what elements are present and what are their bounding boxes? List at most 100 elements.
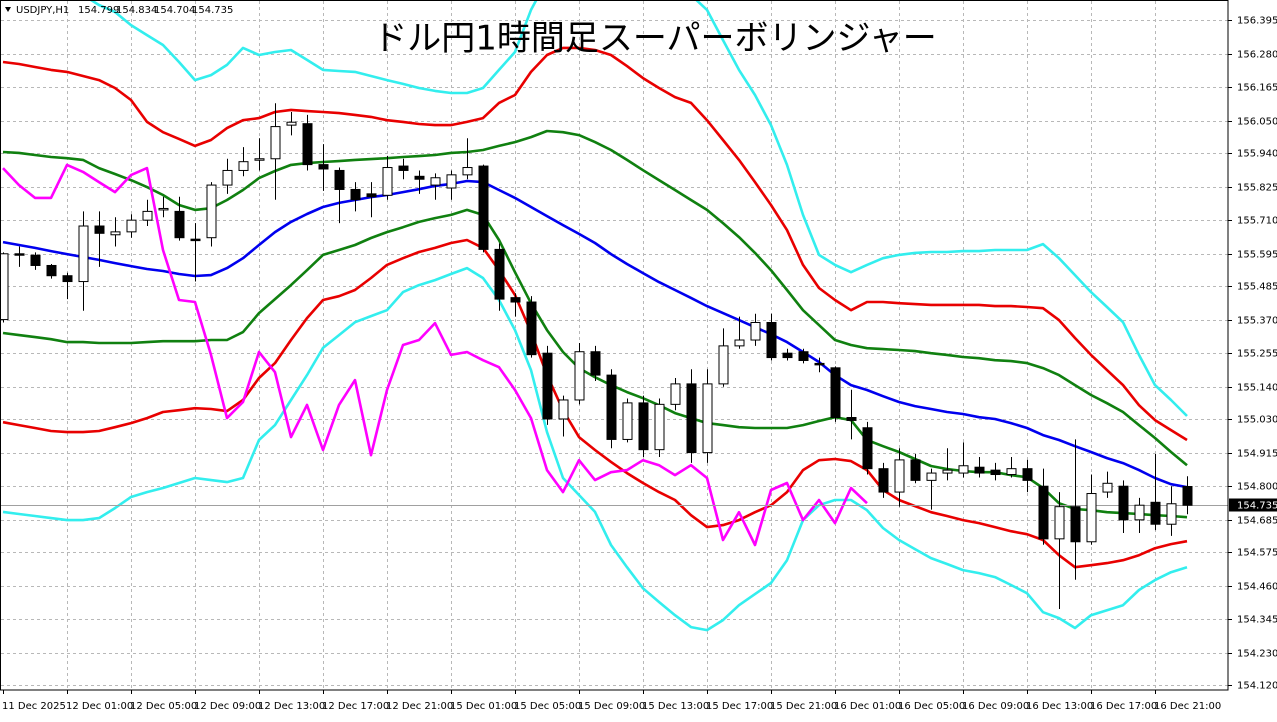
candle-body xyxy=(62,275,73,283)
candle-body xyxy=(46,264,57,277)
x-tick-label: 12 Dec 17:00 xyxy=(322,701,389,712)
candle-body xyxy=(526,301,537,356)
candle-body xyxy=(110,231,121,236)
candle-body xyxy=(286,121,297,126)
candle-body xyxy=(1038,485,1049,540)
candle-body xyxy=(862,427,873,470)
candle-body xyxy=(382,167,393,196)
x-tick-label: 15 Dec 05:00 xyxy=(514,701,581,712)
candle-body xyxy=(1150,501,1161,525)
x-tick-label: 15 Dec 17:00 xyxy=(706,701,773,712)
candle-body xyxy=(14,253,25,256)
x-tick-label: 12 Dec 05:00 xyxy=(130,701,197,712)
candle-body xyxy=(158,207,169,211)
x-tick-label: 12 Dec 09:00 xyxy=(194,701,261,712)
candle-body xyxy=(302,123,313,166)
candle-body xyxy=(462,167,473,176)
candle-body xyxy=(94,225,105,234)
candle-body xyxy=(334,169,345,190)
candle-body xyxy=(974,466,985,474)
indicator-line xyxy=(90,1,1188,417)
x-tick-label: 16 Dec 01:00 xyxy=(834,701,901,712)
x-tick-label: 16 Dec 17:00 xyxy=(1090,701,1157,712)
indicator-line xyxy=(2,238,1188,569)
candle-body xyxy=(414,175,425,180)
y-tick-label: 156.395 xyxy=(1237,16,1277,27)
y-tick-label: 154.230 xyxy=(1237,649,1277,660)
candle-body xyxy=(606,374,617,440)
candle-body xyxy=(718,345,729,385)
candle-body xyxy=(654,403,665,451)
candle-body xyxy=(990,469,1001,476)
symbol-icon xyxy=(5,7,11,12)
y-tick-label: 155.370 xyxy=(1237,316,1277,327)
candle-body xyxy=(366,193,377,198)
x-tick-label: 16 Dec 13:00 xyxy=(1026,701,1093,712)
candle-body xyxy=(446,174,457,189)
candle-body xyxy=(670,383,681,405)
candle-body xyxy=(142,210,153,221)
candle-body xyxy=(78,225,89,283)
y-tick-label: 155.140 xyxy=(1237,383,1277,394)
candle-body xyxy=(1118,485,1129,521)
x-tick-label: 12 Dec 21:00 xyxy=(386,701,453,712)
candle-body xyxy=(830,367,841,419)
candle-body xyxy=(126,219,137,233)
candle-body xyxy=(702,383,713,454)
candle-body xyxy=(814,362,825,366)
candle-body xyxy=(1182,486,1193,506)
candle-body xyxy=(590,351,601,376)
candle-body xyxy=(750,321,761,341)
candle-body xyxy=(206,184,217,239)
y-tick-label: 156.050 xyxy=(1237,117,1277,128)
candle-body xyxy=(574,351,585,401)
indicator-line xyxy=(2,129,1188,467)
candle-body xyxy=(398,165,409,171)
candle-body xyxy=(622,402,633,440)
y-tick-label: 154.120 xyxy=(1237,681,1277,692)
y-tick-label: 154.915 xyxy=(1237,449,1277,460)
candle-body xyxy=(1022,468,1033,481)
symbol: USDJPY,H1 xyxy=(16,5,69,16)
candle-body xyxy=(798,351,809,361)
price-label: 154.735 xyxy=(1237,501,1277,512)
candle-body xyxy=(942,469,953,474)
candle-body xyxy=(1166,503,1177,525)
candle-body xyxy=(734,339,745,347)
candle-body xyxy=(1,253,9,321)
candle-body xyxy=(238,161,249,171)
candle-body xyxy=(1102,482,1113,493)
x-tick-label: 16 Dec 05:00 xyxy=(898,701,965,712)
candle-body xyxy=(766,321,777,359)
candle-body xyxy=(1086,493,1097,543)
candle-body xyxy=(270,126,281,160)
y-tick-label: 155.030 xyxy=(1237,415,1277,426)
y-tick-label: 155.940 xyxy=(1237,149,1277,160)
candle-body xyxy=(318,164,329,170)
header-close: 154.735 xyxy=(192,5,233,16)
candle-body xyxy=(542,352,553,420)
candle-body xyxy=(174,210,185,239)
candle-body xyxy=(926,472,937,481)
y-tick-label: 155.485 xyxy=(1237,282,1277,293)
candle-body xyxy=(558,399,569,420)
candle-body xyxy=(878,468,889,493)
y-tick-label: 155.825 xyxy=(1237,183,1277,194)
candle-body xyxy=(494,248,505,300)
candle-body xyxy=(894,459,905,493)
x-tick-label: 15 Dec 21:00 xyxy=(770,701,837,712)
x-tick-label: 16 Dec 09:00 xyxy=(962,701,1029,712)
header-high: 154.834 xyxy=(116,5,157,16)
indicator-line xyxy=(2,266,1188,632)
y-tick-label: 154.575 xyxy=(1237,548,1277,559)
x-tick-label: 15 Dec 01:00 xyxy=(450,701,517,712)
candle-body xyxy=(1006,468,1017,476)
candle-body xyxy=(846,417,857,421)
candle-body xyxy=(1070,506,1081,543)
y-tick-label: 156.280 xyxy=(1237,50,1277,61)
price-box xyxy=(1229,498,1277,512)
candle-body xyxy=(910,459,921,481)
y-tick-label: 154.685 xyxy=(1237,516,1277,527)
